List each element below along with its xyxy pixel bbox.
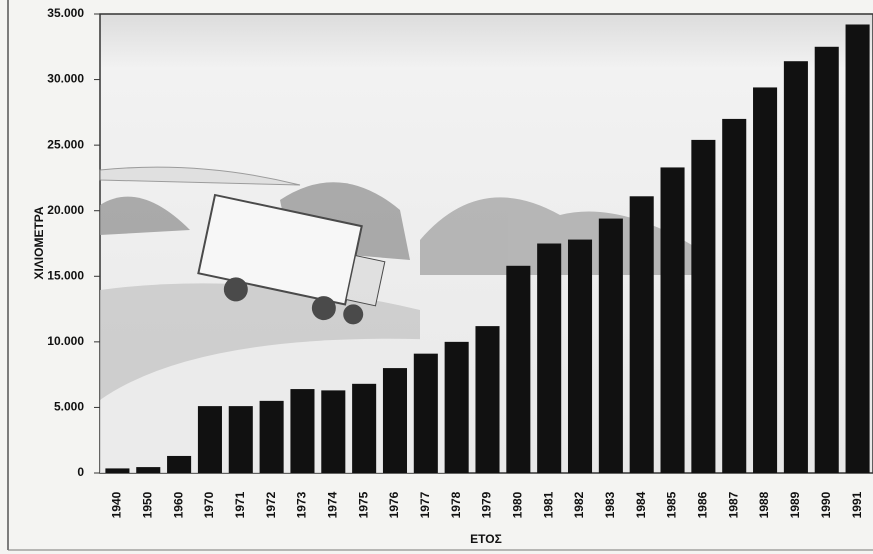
y-tick-label: 0: [77, 465, 84, 479]
x-tick-label: 1989: [788, 491, 802, 518]
x-tick-label: 1980: [511, 491, 525, 518]
bar: [290, 389, 314, 473]
x-tick-label: 1950: [140, 491, 154, 518]
bar: [568, 240, 592, 473]
x-tick-label: 1975: [356, 491, 370, 518]
y-axis-label: ΧΙΛΙΟΜΕΤΡΑ: [32, 206, 46, 279]
y-tick-label: 20.000: [47, 203, 84, 217]
bar: [383, 368, 407, 473]
bar: [198, 406, 222, 473]
bar: [815, 47, 839, 473]
bar: [537, 244, 561, 474]
bar: [229, 406, 253, 473]
x-tick-label: 1979: [480, 491, 494, 518]
x-tick-label: 1988: [757, 491, 771, 518]
x-tick-label: 1972: [264, 491, 278, 518]
x-tick-label: 1978: [449, 491, 463, 518]
x-tick-label: 1971: [233, 491, 247, 518]
y-tick-label: 30.000: [47, 72, 84, 86]
bar: [691, 140, 715, 473]
chart: ΧΙΛΙΟΜΕΤΡΑ ΕΤΟΣ 0 5.000 10.000 15.000 20.000…: [0, 0, 873, 554]
bar: [105, 468, 129, 473]
bar: [630, 196, 654, 473]
bar: [753, 87, 777, 473]
x-tick-label: 1981: [541, 491, 555, 518]
x-tick-label: 1982: [572, 491, 586, 518]
y-tick-label: 35.000: [47, 6, 84, 20]
x-tick-label: 1983: [603, 491, 617, 518]
y-tick-label: 10.000: [47, 334, 84, 348]
bar: [167, 456, 191, 473]
y-tick-label: 15.000: [47, 268, 84, 282]
x-tick-label: 1984: [634, 491, 648, 518]
bar: [599, 219, 623, 473]
bar: [352, 384, 376, 473]
bar: [475, 326, 499, 473]
x-tick-label: 1991: [850, 491, 864, 518]
x-tick-label: 1973: [295, 491, 309, 518]
bar: [661, 167, 685, 473]
y-tick-label: 5.000: [54, 400, 84, 414]
y-tick-label: 25.000: [47, 137, 84, 151]
bar: [136, 467, 160, 473]
x-tick-label: 1986: [696, 491, 710, 518]
x-tick-label: 1940: [110, 491, 124, 518]
bar: [260, 401, 284, 473]
bar: [321, 390, 345, 473]
x-tick-label: 1976: [387, 491, 401, 518]
bar: [506, 266, 530, 473]
bar: [784, 61, 808, 473]
bar: [445, 342, 469, 473]
x-tick-label: 1974: [325, 491, 339, 518]
x-axis-label: ΕΤΟΣ: [470, 532, 502, 546]
x-tick-label: 1990: [819, 491, 833, 518]
x-tick-label: 1970: [202, 491, 216, 518]
bar: [846, 24, 870, 473]
x-tick-label: 1985: [665, 491, 679, 518]
bar: [722, 119, 746, 473]
x-tick-label: 1977: [418, 491, 432, 518]
x-tick-label: 1960: [171, 491, 185, 518]
bar: [414, 354, 438, 473]
page: ΧΙΛΙΟΜΕΤΡΑ ΕΤΟΣ 0 5.000 10.000 15.000 20.000…: [0, 0, 873, 554]
x-tick-label: 1987: [726, 491, 740, 518]
